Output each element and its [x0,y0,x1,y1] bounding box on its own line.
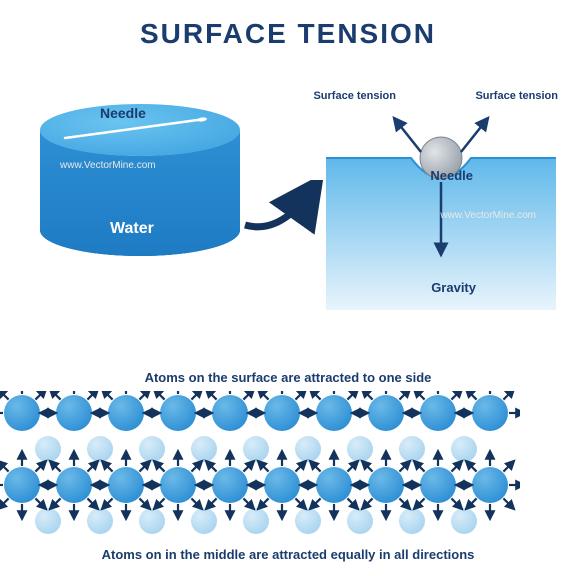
atoms-caption-top: Atoms on the surface are attracted to on… [0,370,576,385]
surface-tension-label-left: Surface tension [313,90,396,102]
needle-label-cylinder: Needle [100,105,146,121]
cross-section-diagram [326,80,556,310]
page-title: SURFACE TENSION [0,0,576,50]
connector-arrow [240,180,330,240]
top-diagram-section: Needle Water [0,50,576,330]
surface-tension-label-right: Surface tension [475,90,558,102]
needle-label-cross-section: Needle [430,168,473,183]
water-label: Water [110,220,154,238]
gravity-label: Gravity [431,280,476,295]
atoms-caption-bottom: Atoms on in the middle are attracted equ… [0,547,576,562]
atoms-diagram [0,391,520,536]
